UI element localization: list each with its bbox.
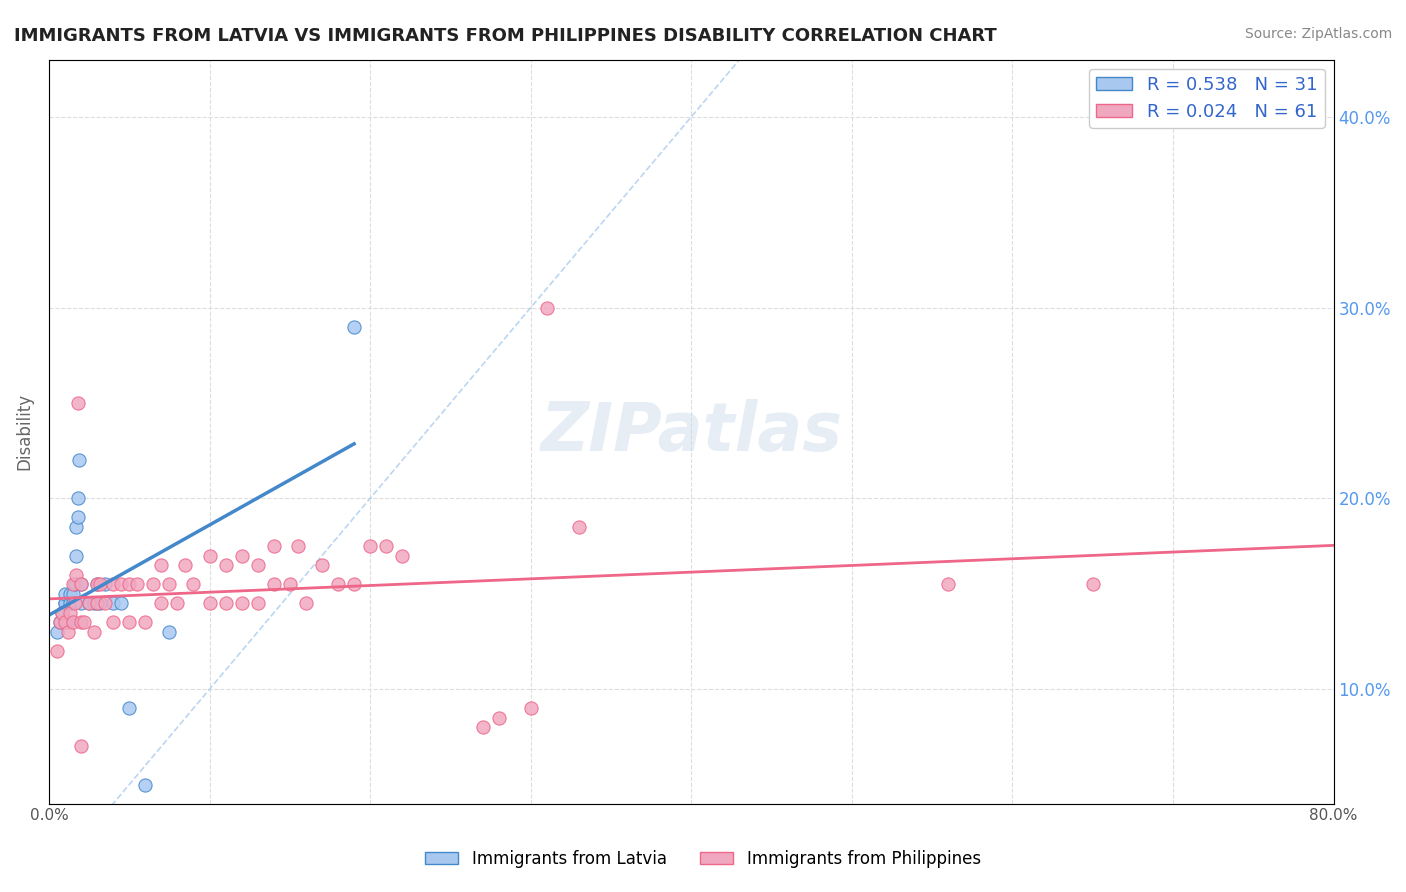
Point xyxy=(246,596,269,610)
Point xyxy=(198,596,221,610)
Point xyxy=(134,778,156,792)
Point xyxy=(343,577,366,591)
Point xyxy=(536,301,558,315)
Point xyxy=(214,596,236,610)
Point xyxy=(86,577,108,591)
Y-axis label: Disability: Disability xyxy=(15,393,32,470)
Point xyxy=(103,615,125,630)
Point xyxy=(134,615,156,630)
Point xyxy=(66,491,89,506)
Point xyxy=(150,596,173,610)
Point xyxy=(127,577,149,591)
Point xyxy=(150,558,173,573)
Point xyxy=(73,615,96,630)
Point xyxy=(295,596,318,610)
Point xyxy=(110,596,132,610)
Point xyxy=(343,319,366,334)
Point xyxy=(391,549,413,563)
Point xyxy=(311,558,333,573)
Point xyxy=(63,577,86,591)
Point xyxy=(69,453,91,467)
Point xyxy=(58,615,80,630)
Point xyxy=(231,549,253,563)
Point xyxy=(375,539,398,553)
Point xyxy=(86,577,108,591)
Point xyxy=(110,577,132,591)
Point xyxy=(142,577,165,591)
Point xyxy=(65,567,87,582)
Point xyxy=(70,577,93,591)
Point xyxy=(568,520,591,534)
Point xyxy=(51,606,73,620)
Point xyxy=(51,606,73,620)
Legend: Immigrants from Latvia, Immigrants from Philippines: Immigrants from Latvia, Immigrants from … xyxy=(419,844,987,875)
Point xyxy=(46,644,69,658)
Point xyxy=(66,510,89,524)
Point xyxy=(326,577,349,591)
Point xyxy=(157,624,180,639)
Point xyxy=(519,701,541,715)
Point xyxy=(103,577,125,591)
Point xyxy=(70,577,93,591)
Point xyxy=(263,539,285,553)
Point xyxy=(174,558,197,573)
Text: IMMIGRANTS FROM LATVIA VS IMMIGRANTS FROM PHILIPPINES DISABILITY CORRELATION CHA: IMMIGRANTS FROM LATVIA VS IMMIGRANTS FRO… xyxy=(14,27,997,45)
Point xyxy=(53,596,76,610)
Point xyxy=(166,596,188,610)
Point xyxy=(70,615,93,630)
Point xyxy=(62,577,84,591)
Point xyxy=(77,596,100,610)
Point xyxy=(278,577,301,591)
Text: Source: ZipAtlas.com: Source: ZipAtlas.com xyxy=(1244,27,1392,41)
Point xyxy=(53,596,76,610)
Point xyxy=(488,711,510,725)
Point xyxy=(70,739,93,754)
Point xyxy=(118,615,141,630)
Point xyxy=(214,558,236,573)
Point xyxy=(1081,577,1104,591)
Point xyxy=(157,577,180,591)
Point xyxy=(263,577,285,591)
Point xyxy=(65,520,87,534)
Point xyxy=(53,587,76,601)
Point xyxy=(62,615,84,630)
Point xyxy=(70,596,93,610)
Point xyxy=(359,539,381,553)
Point xyxy=(89,577,111,591)
Point xyxy=(83,624,105,639)
Point xyxy=(65,549,87,563)
Legend: R = 0.538   N = 31, R = 0.024   N = 61: R = 0.538 N = 31, R = 0.024 N = 61 xyxy=(1090,69,1324,128)
Point xyxy=(94,596,117,610)
Text: ZIPatlas: ZIPatlas xyxy=(540,399,842,465)
Point xyxy=(94,577,117,591)
Point xyxy=(62,596,84,610)
Point xyxy=(83,596,105,610)
Point xyxy=(103,596,125,610)
Point xyxy=(77,596,100,610)
Point xyxy=(118,701,141,715)
Point xyxy=(86,596,108,610)
Point xyxy=(59,606,82,620)
Point xyxy=(59,587,82,601)
Point xyxy=(66,396,89,410)
Point xyxy=(58,624,80,639)
Point xyxy=(49,615,72,630)
Point xyxy=(59,596,82,610)
Point xyxy=(936,577,959,591)
Point xyxy=(183,577,205,591)
Point xyxy=(198,549,221,563)
Point xyxy=(86,596,108,610)
Point xyxy=(62,587,84,601)
Point xyxy=(49,615,72,630)
Point xyxy=(53,615,76,630)
Point xyxy=(471,720,494,734)
Point xyxy=(89,596,111,610)
Point xyxy=(118,577,141,591)
Point xyxy=(46,624,69,639)
Point xyxy=(231,596,253,610)
Point xyxy=(246,558,269,573)
Point xyxy=(63,596,86,610)
Point xyxy=(287,539,309,553)
